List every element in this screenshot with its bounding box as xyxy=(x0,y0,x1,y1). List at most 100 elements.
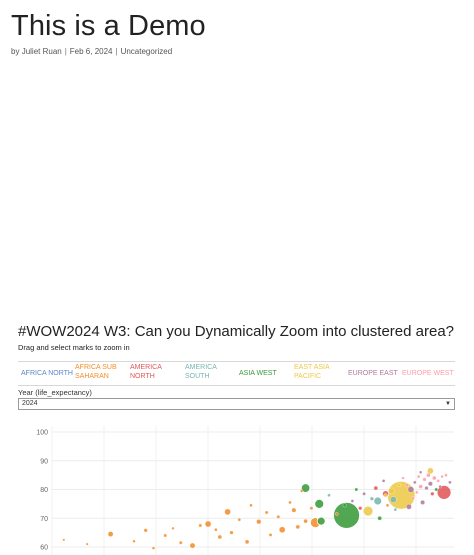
legend-item-africa-sub-saharan[interactable]: AFRICA SUB SAHARAN xyxy=(75,364,117,380)
scatter-point[interactable] xyxy=(335,512,339,516)
legend-item-america-north[interactable]: AMERICA NORTH xyxy=(130,364,162,380)
scatter-point[interactable] xyxy=(393,507,397,512)
scatter-point[interactable] xyxy=(229,530,234,535)
legend-item-europe-west[interactable]: EUROPE WEST xyxy=(402,370,454,377)
scatter-point[interactable] xyxy=(422,477,427,482)
scatter-point[interactable] xyxy=(354,487,359,492)
scatter-point[interactable] xyxy=(295,524,300,530)
scatter-point[interactable] xyxy=(327,493,331,497)
scatter-point[interactable] xyxy=(420,500,425,505)
scatter-point[interactable] xyxy=(333,501,360,529)
scatter-point[interactable] xyxy=(369,496,374,501)
scatter-point[interactable] xyxy=(350,499,355,503)
scatter-chart[interactable]: 60 70 80 90 100 xyxy=(18,420,458,555)
scatter-point[interactable] xyxy=(264,510,269,515)
scatter-point[interactable] xyxy=(244,539,250,544)
scatter-point[interactable] xyxy=(405,483,409,487)
scatter-point[interactable] xyxy=(362,492,366,496)
legend-item-america-south[interactable]: AMERICA SOUTH xyxy=(185,364,217,380)
scatter-point[interactable] xyxy=(385,503,390,507)
scatter-point[interactable] xyxy=(428,481,433,487)
y-tick-label: 60 xyxy=(40,545,48,552)
scatter-point[interactable] xyxy=(448,480,452,484)
legend-item-europe-east[interactable]: EUROPE EAST xyxy=(348,370,398,377)
scatter-point[interactable] xyxy=(413,480,417,484)
legend-divider xyxy=(18,385,455,386)
scatter-point[interactable] xyxy=(373,496,383,506)
y-tick-label: 100 xyxy=(36,430,48,437)
author-link[interactable]: Juliet Ruan xyxy=(21,47,62,56)
scatter-point[interactable] xyxy=(85,542,89,546)
scatter-point[interactable] xyxy=(432,475,437,481)
scatter-point[interactable] xyxy=(62,538,66,542)
scatter-point[interactable] xyxy=(237,518,241,522)
scatter-point[interactable] xyxy=(256,519,262,525)
category-link[interactable]: Uncategorized xyxy=(120,47,173,56)
scatter-point[interactable] xyxy=(268,533,273,537)
scatter-point[interactable] xyxy=(411,496,415,500)
scatter-point[interactable] xyxy=(143,528,148,533)
scatter-point[interactable] xyxy=(440,475,444,479)
scatter-point[interactable] xyxy=(377,516,382,521)
scatter-point[interactable] xyxy=(419,470,423,474)
y-tick-label: 90 xyxy=(40,458,48,465)
year-filter-label: Year (life_expectancy) xyxy=(18,388,92,397)
scatter-point[interactable] xyxy=(179,540,183,545)
legend-item-africa-north[interactable]: AFRICA NORTH xyxy=(21,370,73,377)
scatter-point[interactable] xyxy=(189,542,196,549)
meta-separator: | xyxy=(64,47,67,56)
scatter-point[interactable] xyxy=(426,472,431,478)
scatter-point[interactable] xyxy=(198,523,203,528)
scatter-point[interactable] xyxy=(132,539,136,543)
scatter-point[interactable] xyxy=(309,506,314,510)
scatter-point[interactable] xyxy=(383,493,388,498)
year-select[interactable]: 2024 ▼ xyxy=(18,398,455,410)
scatter-point[interactable] xyxy=(171,526,175,530)
scatter-point[interactable] xyxy=(107,531,114,537)
scatter-point[interactable] xyxy=(276,515,281,519)
chevron-down-icon: ▼ xyxy=(445,401,451,407)
scatter-point[interactable] xyxy=(406,504,412,510)
scatter-point[interactable] xyxy=(288,500,292,505)
scatter-point[interactable] xyxy=(397,483,402,488)
scatter-point[interactable] xyxy=(163,533,167,538)
scatter-point[interactable] xyxy=(415,490,419,495)
scatter-point[interactable] xyxy=(249,503,253,507)
scatter-point[interactable] xyxy=(430,491,435,496)
scatter-point[interactable] xyxy=(381,479,386,483)
post-date: Feb 6, 2024 xyxy=(69,47,113,56)
scatter-point[interactable] xyxy=(279,526,286,533)
scatter-point[interactable] xyxy=(358,506,363,511)
scatter-point[interactable] xyxy=(300,489,304,493)
scatter-point[interactable] xyxy=(373,485,378,491)
scatter-point[interactable] xyxy=(214,528,218,532)
scatter-point[interactable] xyxy=(438,484,442,489)
scatter-point[interactable] xyxy=(401,476,405,480)
scatter-point[interactable] xyxy=(300,483,311,493)
scatter-point[interactable] xyxy=(342,503,347,508)
scatter-point[interactable] xyxy=(314,498,325,509)
scatter-point[interactable] xyxy=(434,487,438,492)
scatter-point[interactable] xyxy=(204,520,212,528)
scatter-point[interactable] xyxy=(436,479,440,483)
scatter-point[interactable] xyxy=(388,487,395,495)
scatter-point[interactable] xyxy=(303,518,308,524)
scatter-point[interactable] xyxy=(291,507,297,513)
scatter-point[interactable] xyxy=(151,546,156,550)
scatter-point[interactable] xyxy=(316,516,326,526)
scatter-point[interactable] xyxy=(418,484,423,489)
scatter-point[interactable] xyxy=(390,496,397,503)
scatter-point[interactable] xyxy=(407,486,415,493)
scatter-point[interactable] xyxy=(444,473,448,477)
y-tick-label: 70 xyxy=(40,516,48,523)
legend-item-asia-west[interactable]: ASIA WEST xyxy=(239,370,277,377)
scatter-point[interactable] xyxy=(424,486,429,491)
scatter-point[interactable] xyxy=(224,508,231,516)
scatter-point[interactable] xyxy=(217,534,222,540)
scatter-point[interactable] xyxy=(417,474,421,479)
scatter-point[interactable] xyxy=(436,484,452,500)
scatter-point[interactable] xyxy=(362,505,374,517)
viz-title: #WOW2024 W3: Can you Dynamically Zoom in… xyxy=(18,323,455,340)
legend-item-east-asia-pacific[interactable]: EAST ASIA PACIFIC xyxy=(294,364,330,380)
scatter-point[interactable] xyxy=(427,467,434,474)
